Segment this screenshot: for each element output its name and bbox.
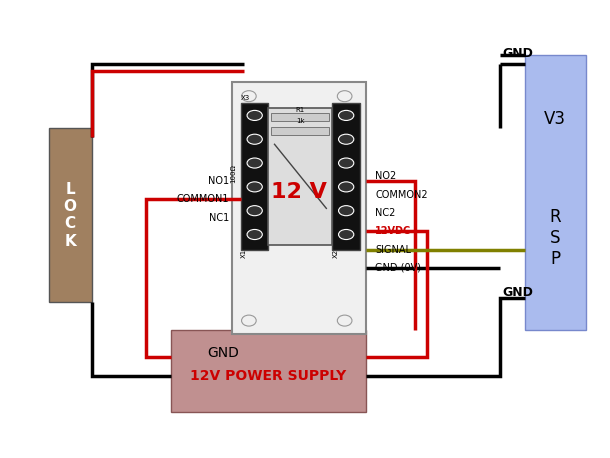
- FancyBboxPatch shape: [271, 113, 329, 121]
- Text: R
S
P: R S P: [549, 208, 561, 268]
- FancyBboxPatch shape: [525, 55, 586, 330]
- Text: X1: X1: [241, 249, 247, 258]
- Circle shape: [242, 315, 256, 326]
- Text: NC2: NC2: [375, 208, 395, 218]
- Ellipse shape: [247, 229, 262, 240]
- FancyBboxPatch shape: [241, 103, 268, 250]
- Text: L
O
C
K: L O C K: [63, 182, 77, 249]
- FancyBboxPatch shape: [332, 103, 360, 250]
- Ellipse shape: [339, 134, 354, 144]
- FancyBboxPatch shape: [49, 128, 92, 302]
- Text: R1: R1: [296, 107, 305, 113]
- Ellipse shape: [339, 206, 354, 216]
- Ellipse shape: [339, 158, 354, 168]
- FancyBboxPatch shape: [271, 127, 329, 135]
- Ellipse shape: [247, 134, 262, 144]
- Text: SIGNAL: SIGNAL: [375, 245, 411, 255]
- Text: 12 V: 12 V: [271, 182, 327, 202]
- Text: 1k: 1k: [296, 118, 305, 125]
- FancyBboxPatch shape: [232, 82, 366, 334]
- Text: 100Ω: 100Ω: [231, 164, 237, 184]
- Text: NO2: NO2: [375, 171, 396, 181]
- Ellipse shape: [247, 158, 262, 168]
- Text: NC1: NC1: [209, 213, 229, 223]
- Text: NO1: NO1: [207, 176, 229, 186]
- Ellipse shape: [247, 182, 262, 192]
- Text: X2: X2: [332, 249, 339, 258]
- Text: GND: GND: [207, 346, 239, 360]
- Text: 12VDC: 12VDC: [375, 226, 411, 236]
- Ellipse shape: [247, 110, 262, 120]
- Ellipse shape: [247, 206, 262, 216]
- Text: COMMON2: COMMON2: [375, 190, 428, 200]
- Ellipse shape: [339, 182, 354, 192]
- Circle shape: [337, 91, 352, 102]
- Text: 12V POWER SUPPLY: 12V POWER SUPPLY: [190, 369, 346, 382]
- FancyBboxPatch shape: [268, 108, 332, 245]
- FancyBboxPatch shape: [171, 330, 366, 412]
- Circle shape: [242, 91, 256, 102]
- Text: GND: GND: [502, 286, 533, 299]
- Text: V3: V3: [544, 110, 566, 128]
- Text: GND (0V): GND (0V): [375, 263, 421, 273]
- Ellipse shape: [339, 110, 354, 120]
- Text: GND: GND: [502, 47, 533, 60]
- Ellipse shape: [339, 229, 354, 240]
- Text: COMMON1: COMMON1: [176, 194, 229, 204]
- Text: X3: X3: [241, 95, 250, 102]
- Circle shape: [337, 315, 352, 326]
